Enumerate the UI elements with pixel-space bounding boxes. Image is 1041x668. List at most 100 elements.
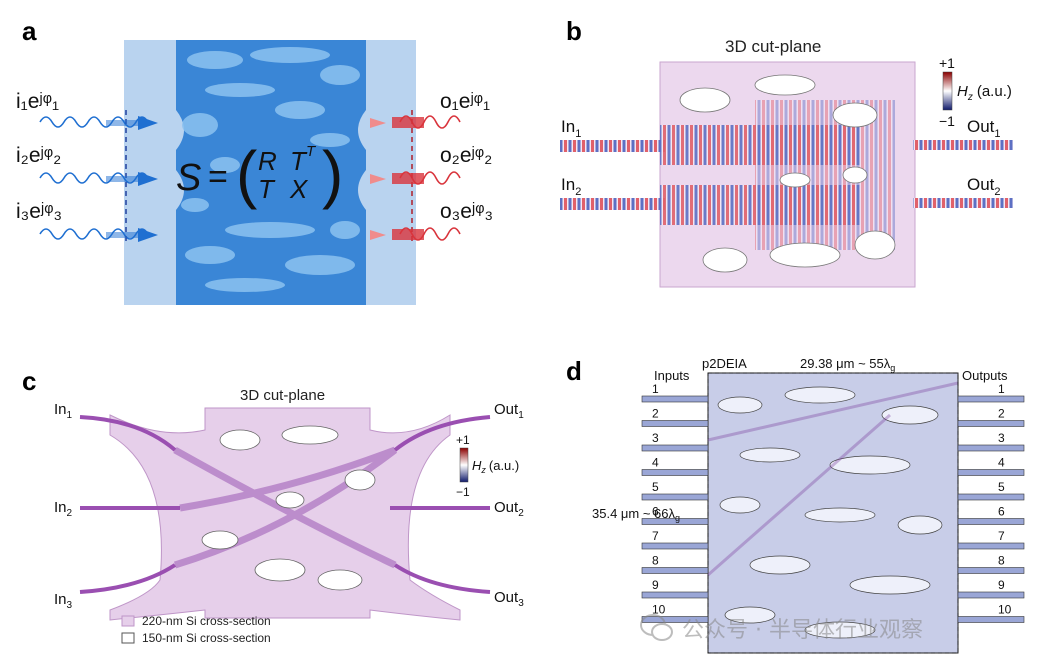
panel-c-field-map: 3D cut-plane In1 In2 In3 Out1 Out2 Out3 … (54, 387, 524, 645)
panel-d-output-numbers: 1 2 3 4 5 6 7 8 9 10 (998, 382, 1012, 617)
panel-a-matrix-X: X (289, 174, 309, 204)
watermark: 公众号 · 半导体行业观察 (640, 610, 923, 646)
panel-b-colorbar-min: −1 (939, 113, 955, 129)
panel-c-input-label-2: In2 (54, 499, 73, 519)
wechat-icon (640, 614, 673, 641)
panel-d-width-label: 29.38 μm ~ 55λg (800, 356, 895, 373)
output-port-number: 4 (998, 456, 1005, 470)
panel-c-output-label-1: Out1 (494, 401, 524, 421)
output-port-number: 7 (998, 529, 1005, 543)
panel-d-topology-pattern (717, 386, 943, 639)
panel-d-dimension-frame (707, 372, 959, 654)
input-port-number: 10 (652, 603, 666, 617)
panel-c-output-label-3: Out3 (494, 589, 524, 609)
output-port-number: 8 (998, 554, 1005, 568)
panel-b-input-label-2: In2 (561, 175, 581, 198)
panel-label-c: c (22, 366, 37, 396)
panel-d-outputs-title: Outputs (962, 368, 1008, 383)
panel-label-b: b (566, 16, 582, 46)
panel-a-matrix-symbol: S (176, 157, 201, 199)
output-waveguide-8 (957, 567, 1025, 574)
input-port-number: 3 (652, 431, 659, 445)
panel-b-output-label-1: Out1 (967, 117, 1001, 140)
panel-a-paren-right: ) (322, 138, 343, 210)
panel-d-height-label: 35.4 μm ~ 66λg (592, 506, 680, 523)
panel-b-output-waveguide-1 (913, 140, 1013, 150)
panel-b-field-bands (660, 100, 895, 250)
output-port-number: 10 (998, 603, 1012, 617)
input-waveguide-9 (641, 591, 709, 599)
panel-d-output-waveguides (957, 395, 1025, 623)
panel-b-colorbar (942, 71, 953, 111)
output-waveguide-2 (957, 420, 1025, 427)
panel-b-output-waveguide-2 (913, 198, 1013, 208)
output-port-number: 9 (998, 578, 1005, 592)
panel-a-matrix-T: T (258, 174, 276, 204)
panel-c-waveguides (79, 415, 491, 594)
panel-a-equals: = (208, 158, 228, 196)
input-port-number: 9 (652, 578, 659, 592)
output-port-number: 5 (998, 480, 1005, 494)
panel-c-colorbar-label: Hz (a.u.) (472, 458, 519, 475)
panel-d-field-beams (707, 381, 959, 577)
panel-d-device-name: p2DEIA (702, 356, 747, 371)
output-waveguide-5 (957, 493, 1025, 501)
panel-a-input-arrows (106, 116, 158, 242)
panel-c-input-label-1: In1 (54, 401, 73, 421)
panel-d-input-numbers: 1 2 3 4 5 6 7 8 9 10 (652, 382, 666, 617)
panel-a-output-label-2: o₂eʲᵠ₂ (440, 144, 492, 167)
panel-c-input-label-3: In3 (54, 591, 73, 611)
input-waveguide-3 (641, 444, 709, 452)
panel-c-legend-150: 150-nm Si cross-section (142, 631, 271, 645)
output-port-number: 2 (998, 407, 1005, 421)
panel-c-colorbar (459, 447, 469, 483)
panel-b-input-waveguide-1 (560, 140, 665, 152)
panel-c-topology-holes (201, 425, 376, 591)
panel-c-title: 3D cut-plane (240, 387, 325, 404)
output-waveguide-7 (957, 542, 1025, 550)
input-waveguide-7 (641, 542, 709, 550)
input-port-number: 2 (652, 407, 659, 421)
panel-b-field-map: 3D cut-plane In1 In2 Out1 Out2 +1 −1 Hz(… (560, 37, 1013, 288)
input-port-number: 5 (652, 480, 659, 494)
panel-b-topology-holes (679, 74, 896, 273)
panel-c-colorbar-max: +1 (456, 433, 470, 447)
panel-a-input-label-1: i₁eʲᵠ₁ (16, 90, 59, 113)
panel-a-matrix-TT: T (290, 146, 308, 176)
panel-c-device (109, 407, 461, 621)
panel-c-legend-220: 220-nm Si cross-section (142, 614, 271, 628)
panel-b-colorbar-max: +1 (939, 55, 955, 71)
input-waveguide-8 (641, 567, 709, 574)
panel-a-matrix-R: R (258, 146, 277, 176)
input-waveguide-5 (641, 493, 709, 501)
panel-c-field-beams (173, 446, 398, 569)
panel-a-input-label-3: i₃eʲᵠ₃ (16, 200, 62, 223)
watermark-text: 公众号 · 半导体行业观察 (682, 618, 923, 643)
input-waveguide-1 (641, 395, 709, 403)
input-waveguide-4 (641, 469, 709, 476)
input-waveguide-6 (641, 518, 709, 525)
output-port-number: 1 (998, 382, 1005, 396)
panel-b-input-label-1: In1 (561, 117, 581, 140)
panel-c-colorbar-min: −1 (456, 485, 470, 499)
output-waveguide-1 (957, 395, 1025, 403)
panel-a-input-waves (39, 116, 149, 240)
panel-c-output-label-2: Out2 (494, 499, 524, 519)
panel-a-matrix-TT-sup: T (306, 143, 317, 160)
panel-b-output-label-2: Out2 (967, 175, 1001, 198)
panel-a-output-label-1: o₁eʲᵠ₁ (440, 90, 490, 113)
panel-b-title: 3D cut-plane (725, 37, 821, 56)
panel-d-inputs-title: Inputs (654, 368, 690, 383)
output-waveguide-6 (957, 518, 1025, 525)
panel-c-legend-swatch-150 (121, 632, 135, 644)
input-port-number: 6 (652, 505, 659, 519)
input-waveguide-2 (641, 420, 709, 427)
output-waveguide-9 (957, 591, 1025, 599)
panel-d-input-waveguides (641, 395, 709, 623)
panel-b-colorbar-label: Hz (a.u.) (957, 83, 1012, 103)
output-waveguide-4 (957, 469, 1025, 476)
panel-d-array-layout: 1 2 3 4 5 6 7 8 9 10 1 2 3 4 5 6 7 8 9 10 p2DEIA 29.38 μm … (592, 356, 1025, 654)
output-port-number: 6 (998, 505, 1005, 519)
panel-a-output-arrows (370, 117, 424, 240)
panel-c-legend-swatch-220 (121, 615, 135, 627)
